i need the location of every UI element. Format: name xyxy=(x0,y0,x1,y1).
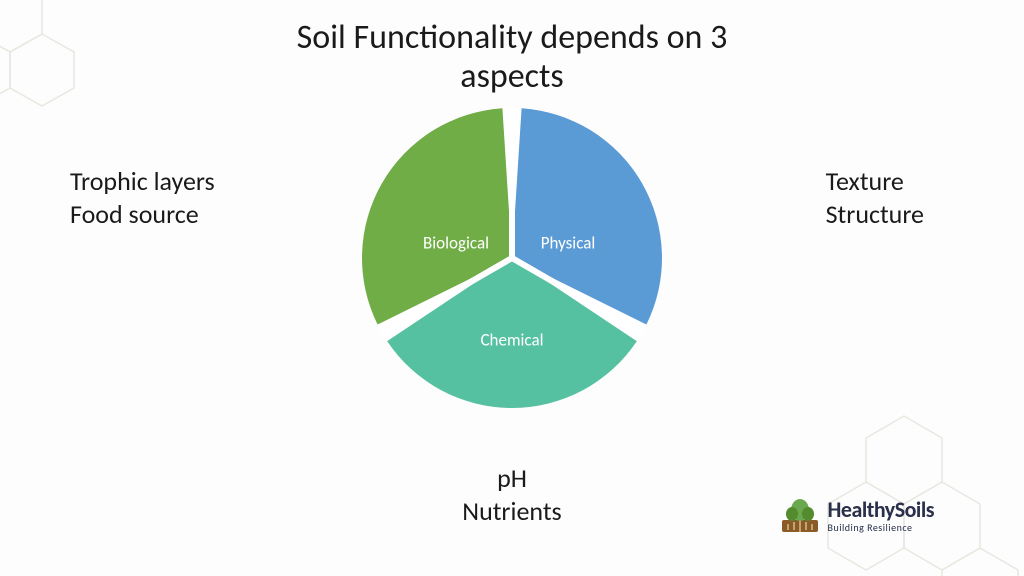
slice-label-chemical: Chemical xyxy=(480,330,543,351)
logo-title: HealthySoils xyxy=(828,499,934,521)
logo-subtitle: Building Resilience xyxy=(828,523,934,533)
slice-label-physical: Physical xyxy=(541,233,596,254)
brand-logo: HealthySoils Building Resilience xyxy=(780,496,934,536)
soil-aspects-pie: Physical Chemical Biological xyxy=(362,108,662,408)
logo-icon xyxy=(780,496,820,536)
annotation-biological: Trophic layersFood source xyxy=(70,165,215,230)
page-title: Soil Functionality depends on 3aspects xyxy=(0,18,1024,96)
pie-svg xyxy=(362,108,662,408)
slice-label-biological: Biological xyxy=(423,233,489,254)
annotation-physical: TextureStructure xyxy=(826,165,924,230)
